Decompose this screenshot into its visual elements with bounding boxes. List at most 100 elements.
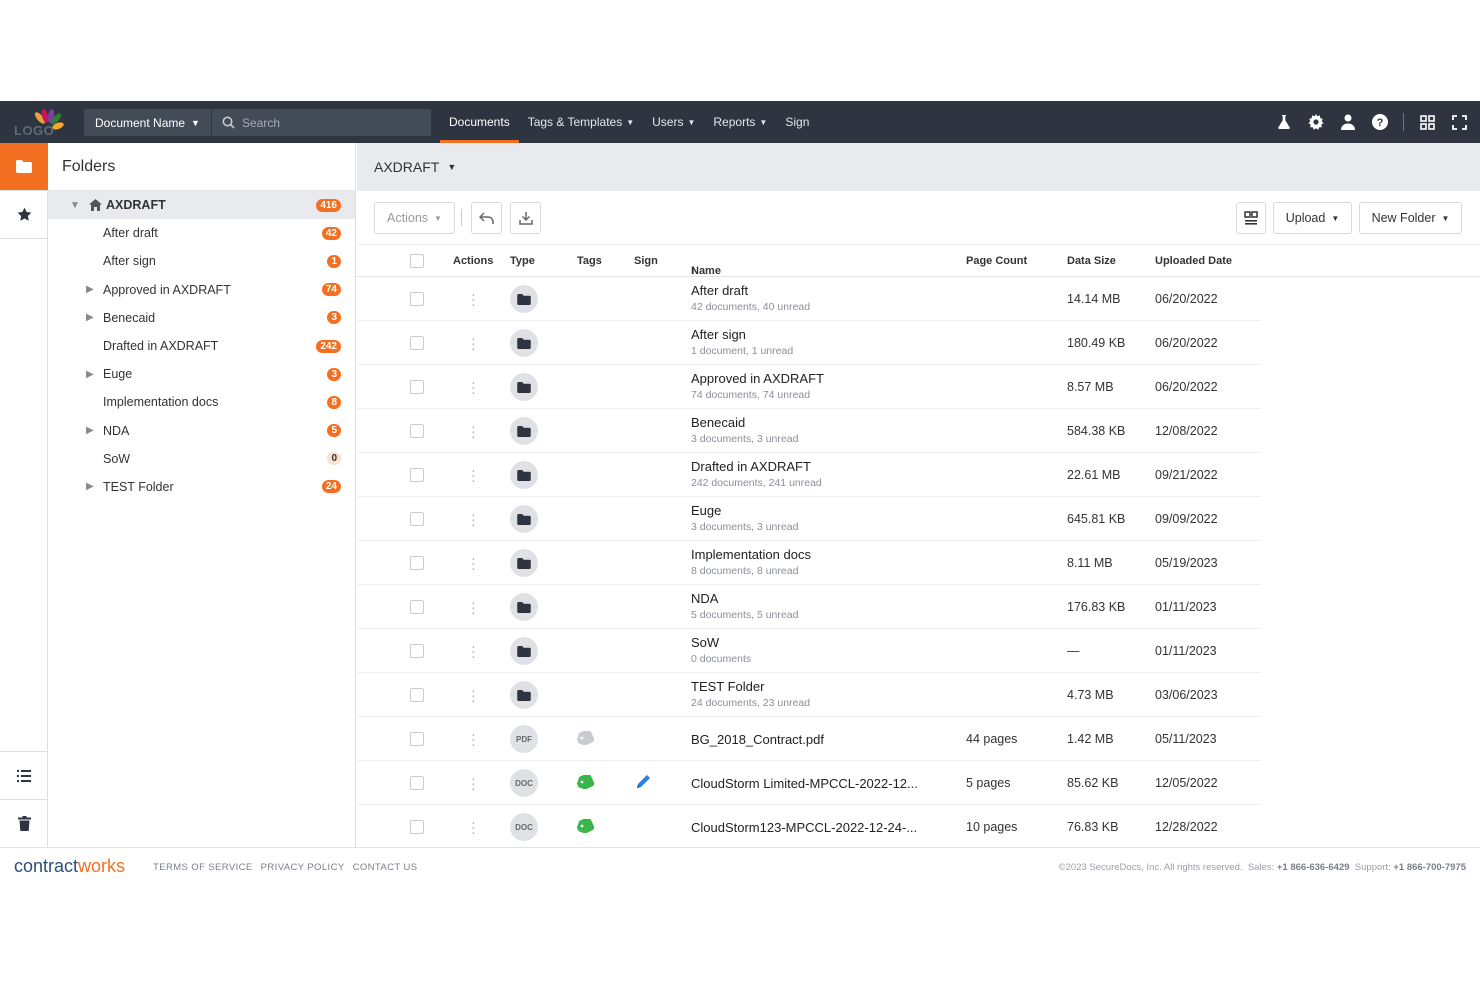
row-checkbox[interactable]	[410, 600, 424, 614]
row-name[interactable]: After draft	[691, 283, 749, 298]
rail-trash-button[interactable]	[0, 799, 48, 847]
folder-tree-item[interactable]: Drafted in AXDRAFT 242	[48, 332, 355, 360]
table-row[interactable]: · · · PDF BG_2018_Contract.pdf 44 pages 1.42 M…	[357, 717, 1261, 761]
user-icon[interactable]	[1339, 114, 1356, 131]
row-checkbox[interactable]	[410, 732, 424, 746]
gear-icon[interactable]	[1307, 114, 1324, 131]
row-checkbox[interactable]	[410, 644, 424, 658]
rail-favorites-button[interactable]	[0, 191, 48, 239]
sign-pen-icon[interactable]	[635, 774, 651, 795]
nav-tags-templates[interactable]: Tags & Templates ▼	[519, 101, 643, 143]
row-checkbox[interactable]	[410, 556, 424, 570]
row-name[interactable]: BG_2018_Contract.pdf	[691, 732, 824, 747]
help-icon[interactable]: ?	[1371, 114, 1388, 131]
table-row[interactable]: · · · SoW 0 documents — 01/11/2023	[357, 629, 1261, 673]
row-checkbox[interactable]	[410, 292, 424, 306]
logo[interactable]: LOGO	[0, 101, 70, 143]
row-actions-menu-icon[interactable]: · · ·	[471, 814, 476, 840]
rail-folders-button[interactable]	[0, 143, 48, 191]
caret-right-icon[interactable]: ▶	[86, 425, 94, 437]
table-row[interactable]: · · · Benecaid 3 documents, 3 unread 584.38 K…	[357, 409, 1261, 453]
rail-list-button[interactable]	[0, 751, 48, 799]
folder-tree-item[interactable]: ▶ Euge 3	[48, 360, 355, 388]
table-row[interactable]: · · · Approved in AXDRAFT 74 documents, 74 u…	[357, 365, 1261, 409]
flask-icon[interactable]	[1275, 114, 1292, 131]
row-actions-menu-icon[interactable]: · · ·	[471, 726, 476, 752]
row-checkbox[interactable]	[410, 820, 424, 834]
caret-right-icon[interactable]: ▶	[86, 368, 94, 380]
nav-reports[interactable]: Reports ▼	[704, 101, 776, 143]
folder-tree-item[interactable]: ▶ TEST Folder 24	[48, 473, 355, 501]
document-name-dropdown[interactable]: Document Name ▼	[84, 109, 211, 136]
row-actions-menu-icon[interactable]: · · ·	[471, 506, 476, 532]
table-row[interactable]: · · · Implementation docs 8 documents, 8 unr…	[357, 541, 1261, 585]
terms-link[interactable]: TERMS OF SERVICE	[153, 862, 253, 873]
folder-tree-item[interactable]: Implementation docs 8	[48, 388, 355, 416]
row-checkbox[interactable]	[410, 688, 424, 702]
folder-tree-item[interactable]: After draft 42	[48, 219, 355, 247]
table-row[interactable]: · · · NDA 5 documents, 5 unread 176.83 KB 01/1…	[357, 585, 1261, 629]
privacy-link[interactable]: PRIVACY POLICY	[260, 862, 345, 873]
row-name[interactable]: TEST Folder	[691, 679, 765, 694]
folder-tree-item[interactable]: After sign 1	[48, 247, 355, 275]
row-checkbox[interactable]	[410, 380, 424, 394]
table-row[interactable]: · · · After sign 1 document, 1 unread 180.49 …	[357, 321, 1261, 365]
tag-icon[interactable]	[576, 729, 595, 750]
table-row[interactable]: · · · After draft 42 documents, 40 unread 14.…	[357, 277, 1261, 321]
caret-right-icon[interactable]: ▶	[86, 312, 94, 324]
caret-right-icon[interactable]: ▶	[86, 481, 94, 493]
breadcrumb[interactable]: AXDRAFT ▼	[357, 143, 1480, 191]
row-name[interactable]: Benecaid	[691, 415, 746, 430]
row-actions-menu-icon[interactable]: · · ·	[471, 682, 476, 708]
table-row[interactable]: · · · Drafted in AXDRAFT 242 documents, 241 …	[357, 453, 1261, 497]
tag-icon[interactable]	[576, 773, 595, 794]
search-input[interactable]: Search	[212, 109, 431, 136]
contact-link[interactable]: CONTACT US	[352, 862, 418, 873]
row-name[interactable]: Implementation docs	[691, 547, 811, 562]
table-row[interactable]: · · · DOC CloudStorm Limited-MPCCL-2022-12..…	[357, 761, 1261, 805]
row-actions-menu-icon[interactable]: · · ·	[471, 330, 476, 356]
folder-tree-item[interactable]: ▶ Benecaid 3	[48, 304, 355, 332]
expand-icon[interactable]	[1451, 114, 1468, 131]
row-checkbox[interactable]	[410, 336, 424, 350]
row-name[interactable]: CloudStorm Limited-MPCCL-2022-12...	[691, 776, 918, 791]
row-actions-menu-icon[interactable]: · · ·	[471, 594, 476, 620]
view-toggle-button[interactable]	[1236, 202, 1266, 234]
row-actions-menu-icon[interactable]: · · ·	[471, 418, 476, 444]
table-row[interactable]: · · · TEST Folder 24 documents, 23 unread 4.7…	[357, 673, 1261, 717]
upload-button[interactable]: Upload ▼	[1273, 202, 1352, 234]
row-actions-menu-icon[interactable]: · · ·	[471, 374, 476, 400]
row-actions-menu-icon[interactable]: · · ·	[471, 638, 476, 664]
folder-tree-item[interactable]: SoW 0	[48, 445, 355, 473]
row-actions-menu-icon[interactable]: · · ·	[471, 770, 476, 796]
table-row[interactable]: · · · DOC CloudStorm123-MPCCL-2022-12-24-...…	[357, 805, 1261, 849]
brand-logo[interactable]: contractworks	[14, 856, 125, 877]
undo-button[interactable]	[471, 202, 502, 234]
row-actions-menu-icon[interactable]: · · ·	[471, 550, 476, 576]
row-checkbox[interactable]	[410, 776, 424, 790]
new-folder-button[interactable]: New Folder ▼	[1359, 202, 1462, 234]
nav-users[interactable]: Users ▼	[643, 101, 704, 143]
tag-icon[interactable]	[576, 817, 595, 838]
select-all-checkbox[interactable]	[410, 254, 424, 268]
row-checkbox[interactable]	[410, 512, 424, 526]
row-name[interactable]: Euge	[691, 503, 722, 518]
folder-tree-item[interactable]: ▶ NDA 5	[48, 417, 355, 445]
row-name[interactable]: SoW	[691, 635, 720, 650]
row-name[interactable]: After sign	[691, 327, 746, 342]
row-name[interactable]: NDA	[691, 591, 719, 606]
row-actions-menu-icon[interactable]: · · ·	[471, 462, 476, 488]
caret-right-icon[interactable]: ▶	[86, 284, 94, 296]
folder-tree-item[interactable]: ▶ Approved in AXDRAFT 74	[48, 276, 355, 304]
caret-down-icon[interactable]: ▼	[70, 199, 80, 211]
row-name[interactable]: Drafted in AXDRAFT	[691, 459, 811, 474]
nav-sign[interactable]: Sign	[776, 101, 818, 143]
folder-tree-root[interactable]: ▼ AXDRAFT 416	[48, 191, 355, 220]
actions-button[interactable]: Actions ▼	[374, 202, 455, 234]
row-checkbox[interactable]	[410, 468, 424, 482]
row-name[interactable]: Approved in AXDRAFT	[691, 371, 824, 386]
row-name[interactable]: CloudStorm123-MPCCL-2022-12-24-...	[691, 820, 918, 835]
grid-icon[interactable]	[1419, 114, 1436, 131]
row-checkbox[interactable]	[410, 424, 424, 438]
table-row[interactable]: · · · Euge 3 documents, 3 unread 645.81 KB 09/…	[357, 497, 1261, 541]
